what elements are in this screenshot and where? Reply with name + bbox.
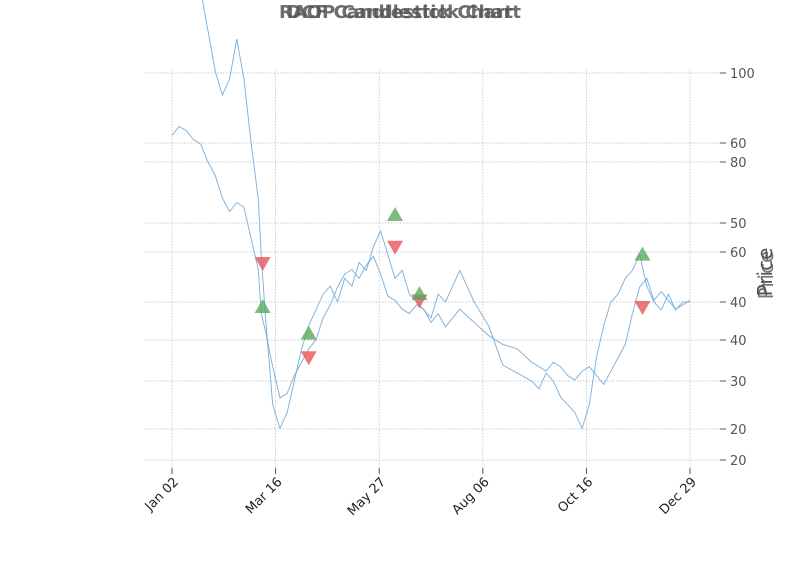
chart-title-2: DCF Candlestick Chart — [287, 2, 514, 23]
marker-layer — [254, 207, 651, 366]
buy-marker — [387, 207, 404, 221]
y-tick-label-outer: 80 — [730, 156, 747, 171]
price-line-1 — [171, 125, 691, 399]
y-tick-label-inner: 20 — [730, 454, 747, 469]
chart-title-1: RAOP Candlestick Chart — [279, 2, 521, 23]
price-line-2 — [201, 0, 690, 430]
y-axis-label-1: Price — [753, 248, 777, 297]
sell-marker — [254, 257, 271, 271]
y-tick-label-outer: 100 — [730, 67, 755, 82]
sell-marker — [387, 240, 404, 255]
buy-marker — [254, 299, 271, 313]
buy-marker — [411, 286, 428, 301]
y-tick-label-outer: 20 — [730, 423, 747, 438]
buy-marker — [300, 325, 317, 340]
y-tick-label-inner: 50 — [730, 217, 747, 232]
y-tick-label-inner: 40 — [730, 296, 747, 311]
x-tick-label: Aug 06 — [450, 475, 493, 518]
y-axis-label-2: Price — [754, 251, 778, 300]
x-tick-label: May 27 — [345, 475, 389, 519]
series-layer — [171, 0, 691, 430]
grid-layer — [145, 70, 720, 468]
y-tick-label-outer: 60 — [730, 246, 747, 261]
buy-marker — [634, 246, 651, 261]
sell-marker — [634, 301, 651, 315]
sell-marker — [300, 351, 317, 366]
y-tick-label-outer: 40 — [730, 334, 747, 349]
y-tick-label-inner: 30 — [730, 375, 747, 390]
x-tick-label: Jan 02 — [142, 475, 182, 515]
x-tick-label: Dec 29 — [657, 475, 700, 518]
y-tick-label-inner: 60 — [730, 137, 747, 152]
x-tick-label: Mar 16 — [243, 475, 286, 518]
x-tick-label: Oct 16 — [555, 475, 596, 516]
